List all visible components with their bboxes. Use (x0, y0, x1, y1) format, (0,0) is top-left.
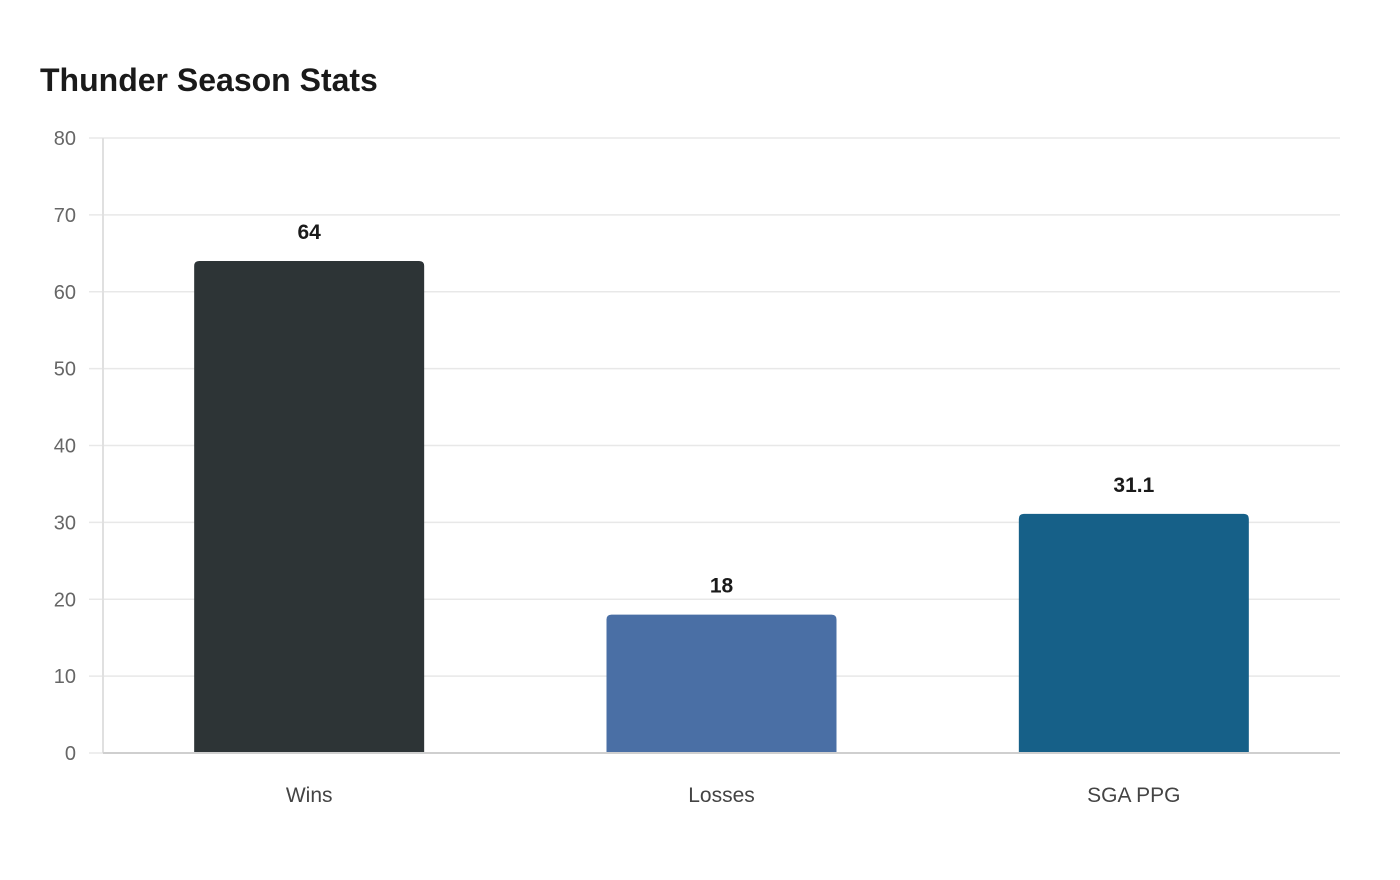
y-tick-label: 80 (54, 128, 76, 150)
y-tick-label: 70 (54, 205, 76, 227)
data-label: 31.1 (1113, 474, 1154, 497)
x-axis-categories: Wins Losses SGA PPG (286, 784, 1181, 807)
y-tick-label: 0 (65, 743, 76, 765)
data-label: 64 (297, 221, 321, 244)
data-labels: 64 18 31.1 (297, 221, 1154, 598)
y-tick-label: 40 (54, 436, 76, 458)
x-category-label: SGA PPG (1087, 784, 1180, 807)
y-tick-label: 30 (54, 512, 76, 534)
y-tick-label: 10 (54, 666, 76, 688)
y-tick-label: 50 (54, 359, 76, 381)
bar-wins (194, 261, 425, 753)
axes (102, 138, 1340, 754)
y-tick-label: 60 (54, 282, 76, 304)
y-axis-ticks: 0 10 20 30 40 50 60 70 80 (54, 128, 103, 765)
chart-title: Thunder Season Stats (40, 62, 378, 98)
y-tick-label: 20 (54, 589, 76, 611)
bars (194, 261, 1249, 753)
x-category-label: Wins (286, 784, 333, 807)
x-category-label: Losses (688, 784, 755, 807)
bar-losses (606, 614, 837, 753)
bar-sga-ppg (1018, 513, 1249, 753)
data-label: 18 (710, 575, 734, 598)
